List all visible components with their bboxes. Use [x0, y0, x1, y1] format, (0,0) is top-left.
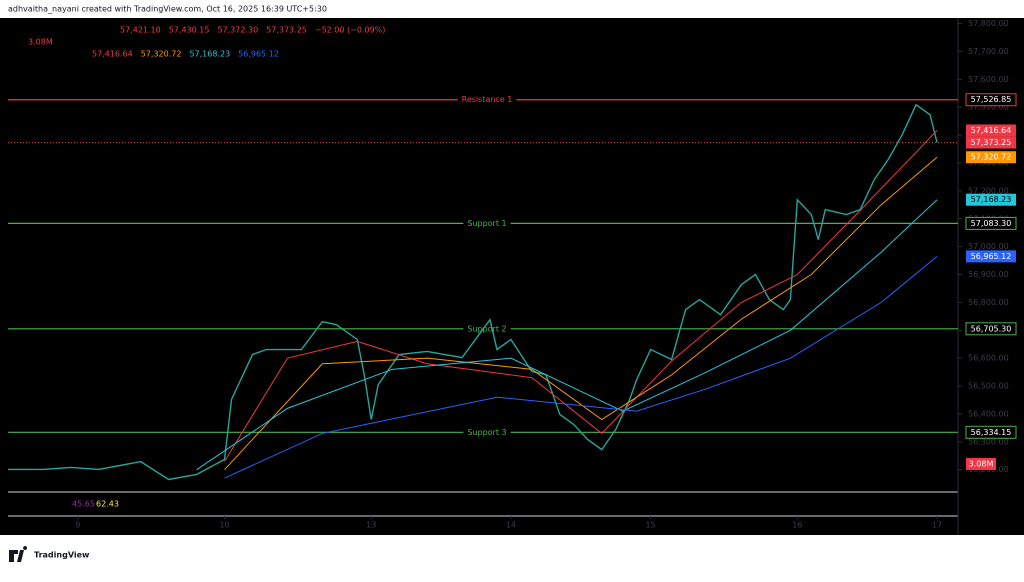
volume-legend: 3.08M [28, 38, 53, 47]
y-tick-label: 56,300.00 [968, 437, 1009, 446]
x-tick-label: 15 [646, 521, 656, 530]
ema-value: 57,168.23 [189, 50, 230, 59]
volume-tag [966, 458, 996, 470]
rsi-value: 45.65 [72, 500, 95, 509]
level-tag-label: 56,705.30 [971, 324, 1012, 333]
series-line [224, 130, 938, 462]
level-label-bg [463, 323, 511, 334]
rsi-value: 62.43 [96, 500, 119, 509]
price-tag [966, 193, 1016, 206]
level-label: Support 1 [467, 219, 506, 228]
series-line [224, 255, 938, 479]
y-tick-label: 57,000.00 [968, 242, 1009, 251]
y-tick-label: 57,700.00 [968, 47, 1009, 56]
price-tag-label: 57,168.23 [971, 195, 1012, 204]
level-tag-label: 56,334.15 [971, 428, 1012, 437]
level-label-bg [463, 218, 511, 229]
ema-value: 56,965.12 [238, 50, 279, 59]
level-label: Support 2 [467, 324, 506, 333]
brand: TradingView [34, 551, 90, 560]
ohlc-value: −52.00 (−0.09%) [315, 26, 386, 35]
price-tag-label: 57,416.64 [971, 126, 1012, 135]
y-tick-label: 56,500.00 [968, 382, 1009, 391]
level-tag [965, 216, 1017, 230]
level-label: Support 3 [467, 428, 506, 437]
price-tag [966, 136, 1016, 149]
level-label: Resistance 1 [462, 95, 513, 104]
y-tick-label: 57,500.00 [968, 103, 1009, 112]
price-tag-label: 56,965.12 [971, 252, 1012, 261]
x-tick-label: 10 [219, 521, 229, 530]
level-tag [965, 93, 1017, 107]
brand-logo [9, 546, 28, 562]
level-tag-label: 57,083.30 [971, 219, 1012, 228]
x-tick-label: 13 [366, 521, 376, 530]
ohlc-value: 57,372.30 [217, 26, 258, 35]
level-label-bg [457, 94, 517, 105]
x-tick-label: 14 [506, 521, 516, 530]
ohlc-value: 57,421.10 [120, 26, 161, 35]
price-tag-label: 57,373.25 [971, 138, 1012, 147]
series-line [224, 156, 938, 471]
level-label-bg [463, 427, 511, 438]
price-tag [966, 124, 1016, 137]
credit: adhvaitha_nayani created with TradingVie… [8, 5, 327, 14]
level-tag [965, 425, 1017, 439]
ema-value: 57,416.64 [92, 50, 133, 59]
volume-tag-label: 3.08M [969, 460, 994, 469]
ohlc-value: 57,373.25 [266, 26, 307, 35]
y-tick-label: 57,200.00 [968, 186, 1009, 195]
y-tick-label: 57,800.00 [968, 19, 1009, 28]
x-tick-label: 9 [75, 521, 80, 530]
x-tick-label: 16 [792, 521, 802, 530]
y-tick-label: 56,600.00 [968, 354, 1009, 363]
level-tag [965, 322, 1017, 336]
y-tick-label: 56,900.00 [968, 270, 1009, 279]
y-tick-label: 57,600.00 [968, 75, 1009, 84]
price-tag [966, 151, 1016, 164]
level-tag-label: 57,526.85 [971, 95, 1012, 104]
price-tag [966, 250, 1016, 263]
x-tick-label: 17 [932, 521, 942, 530]
series-line [8, 103, 938, 481]
price-tag-label: 57,320.72 [971, 153, 1012, 162]
ohlc-value: 57,430.15 [169, 26, 210, 35]
y-tick-label: 56,800.00 [968, 298, 1009, 307]
ema-value: 57,320.72 [141, 50, 182, 59]
series-line [196, 199, 938, 471]
y-tick-label: 56,400.00 [968, 409, 1009, 418]
